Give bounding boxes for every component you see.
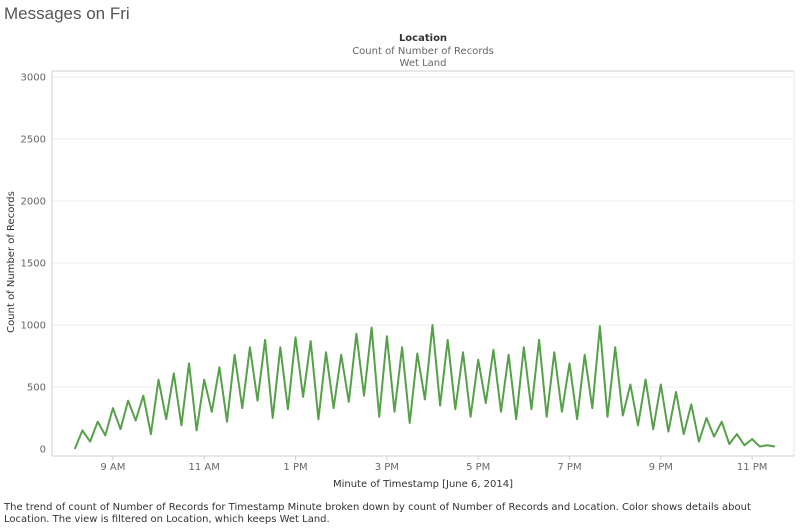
chart-caption: The trend of count of Number of Records …	[4, 502, 751, 525]
pane-header-value: Wet Land	[399, 58, 447, 69]
y-tick-label: 500	[27, 383, 46, 394]
x-axis-title: Minute of Timestamp [June 6, 2014]	[333, 479, 513, 490]
y-tick-label: 3000	[21, 73, 46, 84]
line-chart: 0 500 1000 1500 2000 2500 3000 9 AM 11 AM 1 PM 3 …	[6, 70, 795, 490]
x-tick-label: 5 PM	[466, 462, 490, 473]
gridlines	[52, 76, 794, 388]
chart-title: Messages on Fri	[4, 4, 130, 23]
x-axis-ticks: 9 AM 11 AM 1 PM 3 PM 5 PM 7 PM 9 PM 11 PM	[100, 456, 767, 473]
y-tick-label: 1000	[21, 321, 46, 332]
x-tick-label: 9 AM	[100, 462, 125, 473]
y-tick-label: 0	[40, 445, 46, 456]
y-tick-label: 2500	[21, 135, 46, 146]
x-tick-label: 11 PM	[737, 462, 768, 473]
y-axis-ticks: 0 500 1000 1500 2000 2500 3000	[21, 73, 46, 456]
x-tick-label: 11 AM	[189, 462, 220, 473]
y-tick-label: 2000	[21, 197, 46, 208]
x-tick-label: 1 PM	[283, 462, 307, 473]
axes	[51, 70, 795, 457]
y-tick-label: 1500	[21, 259, 46, 270]
pane-header: Location Count of Number of Records Wet …	[52, 33, 794, 71]
y-axis-title: Count of Number of Records	[6, 191, 17, 333]
pane-header-dimension: Location	[398, 33, 448, 44]
series-line-wet-land	[73, 324, 776, 450]
x-tick-label: 3 PM	[375, 462, 399, 473]
x-tick-label: 7 PM	[557, 462, 581, 473]
x-tick-label: 9 PM	[649, 462, 673, 473]
pane-header-measure: Count of Number of Records	[352, 45, 494, 57]
